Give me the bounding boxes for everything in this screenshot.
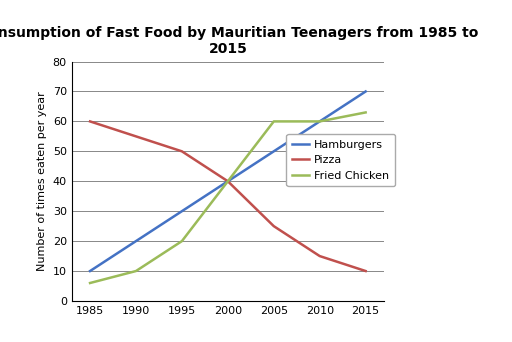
Line: Hamburgers: Hamburgers <box>90 91 366 271</box>
Hamburgers <box>133 239 139 243</box>
Y-axis label: Number of times eaten per year: Number of times eaten per year <box>37 91 47 271</box>
Hamburgers <box>225 179 231 183</box>
Line: Fried Chicken: Fried Chicken <box>90 113 366 283</box>
Pizza <box>225 179 231 183</box>
Pizza <box>271 224 277 228</box>
Pizza <box>87 119 93 123</box>
Hamburgers <box>179 209 185 213</box>
Pizza <box>362 269 369 273</box>
Fried Chicken <box>225 179 231 183</box>
Hamburgers <box>87 269 93 273</box>
Line: Pizza: Pizza <box>90 121 366 271</box>
Legend: Hamburgers, Pizza, Fried Chicken: Hamburgers, Pizza, Fried Chicken <box>287 134 395 186</box>
Pizza <box>133 134 139 139</box>
Hamburgers <box>316 119 323 123</box>
Hamburgers <box>271 149 277 153</box>
Fried Chicken <box>362 110 369 115</box>
Fried Chicken <box>316 119 323 123</box>
Pizza <box>179 149 185 153</box>
Fried Chicken <box>87 281 93 285</box>
Fried Chicken <box>133 269 139 273</box>
Fried Chicken <box>179 239 185 243</box>
Pizza <box>316 254 323 258</box>
Fried Chicken <box>271 119 277 123</box>
Hamburgers <box>362 89 369 93</box>
Title: Consumption of Fast Food by Mauritian Teenagers from 1985 to
2015: Consumption of Fast Food by Mauritian Te… <box>0 26 478 56</box>
